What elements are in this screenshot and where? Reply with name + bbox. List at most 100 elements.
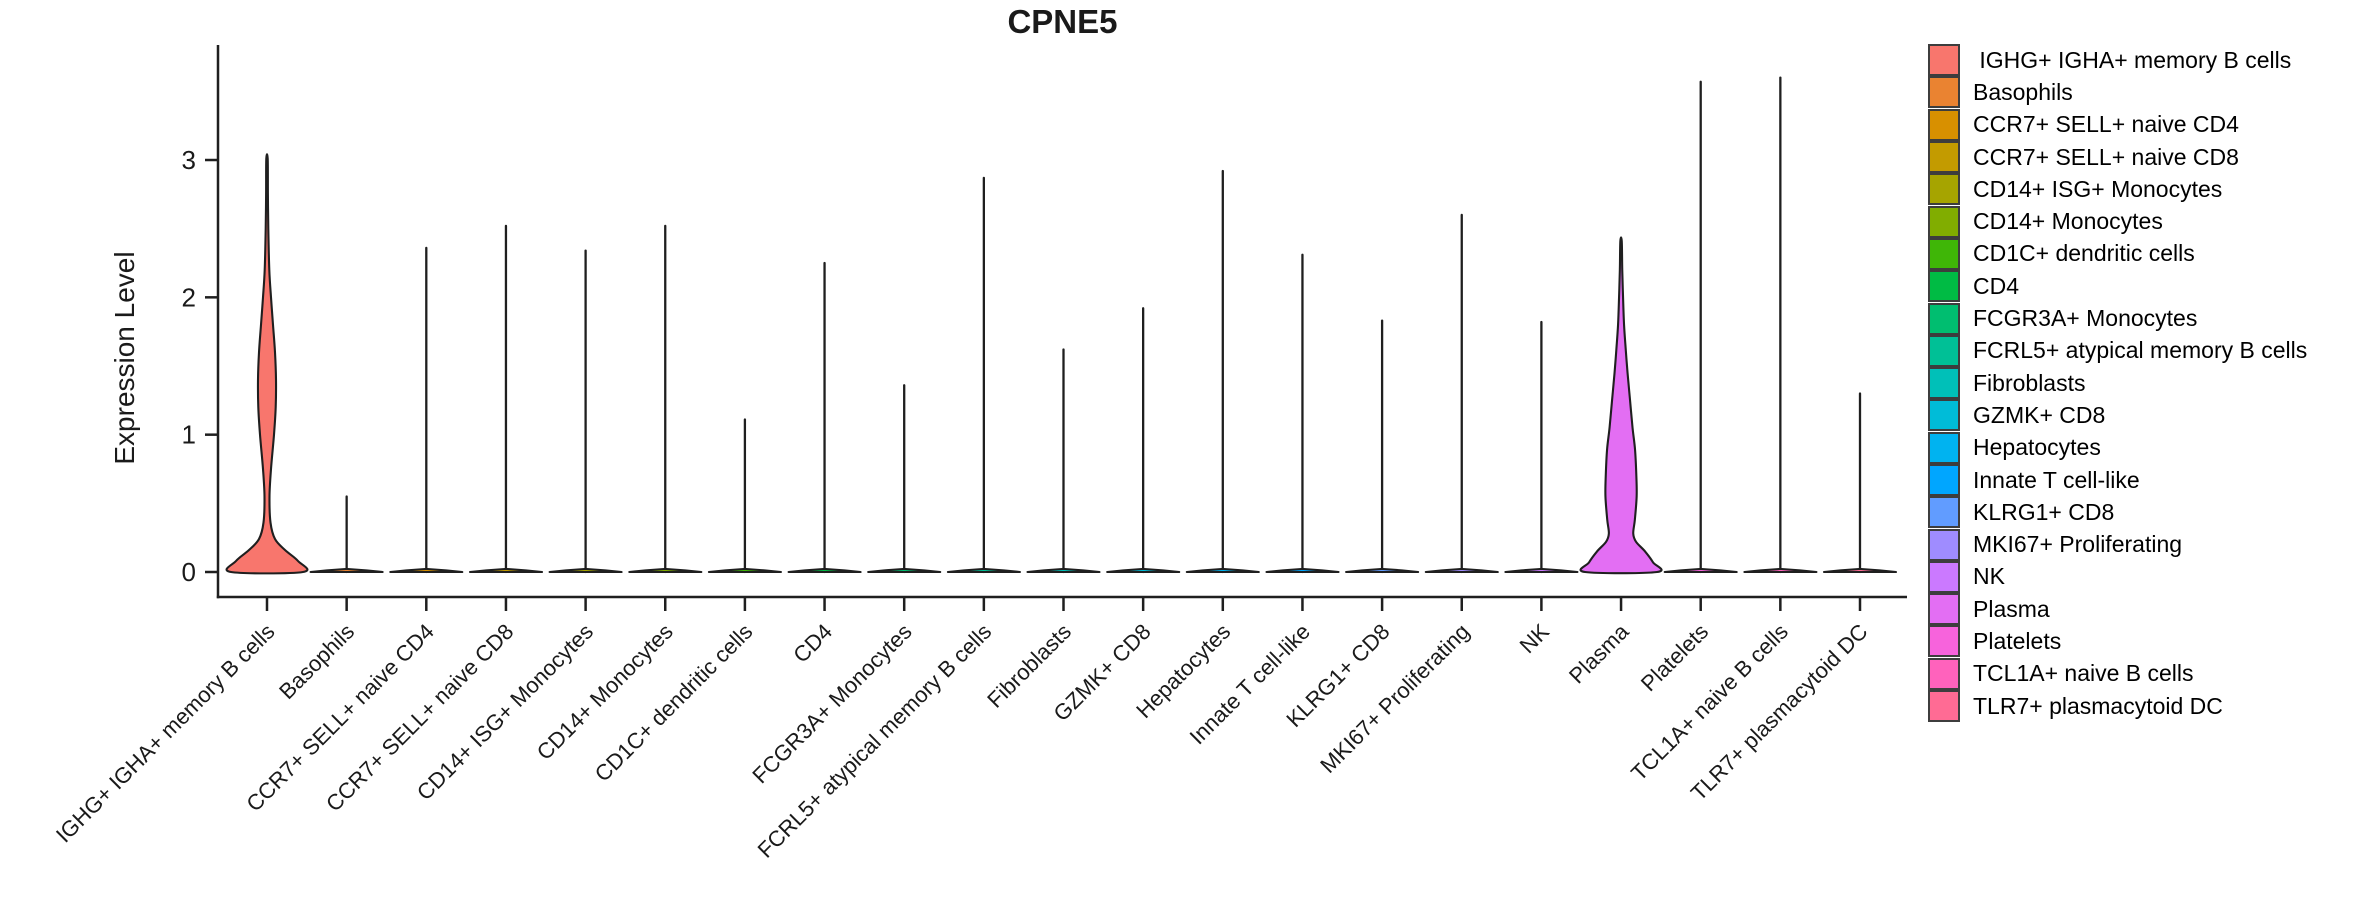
legend-item: CCR7+ SELL+ naive CD8 <box>1928 141 2307 174</box>
violin-body <box>1663 567 1738 574</box>
violin-body <box>787 567 862 574</box>
legend-swatch <box>1928 560 1960 593</box>
legend-item: Basophils <box>1928 76 2307 109</box>
violin-body <box>1504 567 1579 574</box>
legend-swatch <box>1928 108 1960 141</box>
legend-label: KLRG1+ CD8 <box>1973 498 2115 525</box>
x-tick-label: NK <box>1515 619 1555 659</box>
legend-label: Plasma <box>1973 595 2050 622</box>
violin-body <box>1106 567 1181 574</box>
violin-body <box>1345 567 1420 574</box>
legend-label: Basophils <box>1973 78 2073 105</box>
x-tick-label: FCGR3A+ Monocytes <box>747 619 916 788</box>
legend-label: FCRL5+ atypical memory B cells <box>1973 337 2308 364</box>
legend-swatch <box>1928 399 1960 432</box>
violin-body <box>225 153 309 575</box>
violin-body <box>1579 236 1663 575</box>
violin-plot-panel: 0 1 2 3 IGHG+ IGHA+ memory B cells Basophils C… <box>51 3 1907 863</box>
legend-label: TCL1A+ naive B cells <box>1973 660 2194 687</box>
violin-body <box>946 567 1021 574</box>
x-tick-label: Basophils <box>274 619 359 704</box>
violin-body <box>1185 567 1260 574</box>
legend-swatch <box>1928 496 1960 529</box>
legend-item: TLR7+ plasmacytoid DC <box>1928 690 2307 723</box>
y-tick-label: 3 <box>182 145 196 175</box>
legend-label: Fibroblasts <box>1973 369 2086 396</box>
legend-label: NK <box>1973 563 2005 590</box>
legend-swatch <box>1928 270 1960 303</box>
legend-label: FCGR3A+ Monocytes <box>1973 305 2198 332</box>
legend-swatch <box>1928 76 1960 109</box>
x-tick-label: CD4 <box>788 619 837 668</box>
legend-item: NK <box>1928 560 2307 593</box>
legend-label: CD14+ ISG+ Monocytes <box>1973 175 2223 202</box>
violin-body <box>468 567 544 574</box>
x-tick-label: CD14+ Monocytes <box>532 619 678 765</box>
legend-item: KLRG1+ CD8 <box>1928 496 2307 529</box>
violin-body <box>707 567 782 574</box>
violin-body <box>1424 567 1499 574</box>
legend-swatch <box>1928 302 1960 335</box>
legend-item: IGHG+ IGHA+ memory B cells <box>1928 44 2307 77</box>
x-tick-label: CD1C+ dendritic cells <box>590 619 758 787</box>
legend-label: TLR7+ plasmacytoid DC <box>1973 692 2223 719</box>
legend-label: CCR7+ SELL+ naive CD4 <box>1973 111 2239 138</box>
legend-swatch <box>1928 690 1960 723</box>
legend-item: CD4 <box>1928 270 2307 303</box>
legend-label: IGHG+ IGHA+ memory B cells <box>1973 46 2292 73</box>
y-tick-label: 2 <box>182 282 196 312</box>
violin-body <box>1822 567 1898 574</box>
violin-body <box>548 567 623 574</box>
violin-body <box>1265 567 1340 574</box>
y-tick-label: 0 <box>182 557 196 587</box>
legend-item: Fibroblasts <box>1928 367 2307 400</box>
legend-swatch <box>1928 334 1960 367</box>
legend-swatch <box>1928 431 1960 464</box>
legend-swatch <box>1928 528 1960 561</box>
x-tick-label: Platelets <box>1636 619 1713 696</box>
legend-item: Hepatocytes <box>1928 431 2307 464</box>
legend-item: CD14+ Monocytes <box>1928 205 2307 238</box>
legend-swatch <box>1928 44 1960 77</box>
legend-item: GZMK+ CD8 <box>1928 399 2307 432</box>
legend-label: MKI67+ Proliferating <box>1973 531 2183 558</box>
legend-swatch <box>1928 367 1960 400</box>
legend-swatch <box>1928 205 1960 238</box>
legend-label: CCR7+ SELL+ naive CD8 <box>1973 143 2239 170</box>
legend-swatch <box>1928 657 1960 690</box>
violin-body <box>309 567 384 574</box>
chart-title: CPNE5 <box>1007 3 1117 40</box>
legend-label: Platelets <box>1973 627 2062 654</box>
legend-item: Plasma <box>1928 593 2307 626</box>
legend-swatch <box>1928 141 1960 174</box>
violin-body <box>628 567 703 574</box>
legend-swatch <box>1928 625 1960 658</box>
legend-item: FCRL5+ atypical memory B cells <box>1928 334 2308 367</box>
legend-label: CD1C+ dendritic cells <box>1973 240 2195 267</box>
x-tick-label: Plasma <box>1564 618 1634 688</box>
legend-swatch <box>1928 237 1960 270</box>
legend-item: TCL1A+ naive B cells <box>1928 657 2307 690</box>
violin-body <box>1026 567 1101 574</box>
legend-item: MKI67+ Proliferating <box>1928 528 2307 561</box>
y-axis-title: Expression Level <box>109 251 140 464</box>
legend-item: Platelets <box>1928 625 2307 658</box>
legend-label: CD14+ Monocytes <box>1973 208 2163 235</box>
legend-swatch <box>1928 593 1960 626</box>
legend-swatch <box>1928 464 1960 496</box>
legend-label: GZMK+ CD8 <box>1973 401 2106 428</box>
legend: IGHG+ IGHA+ memory B cells Basophils CCR7+… <box>1928 44 2308 723</box>
x-tick-label: MKI67+ Proliferating <box>1315 619 1474 778</box>
legend-label: Innate T cell-like <box>1973 466 2140 493</box>
legend-item: Innate T cell-like <box>1928 464 2307 496</box>
violin-body <box>867 567 942 574</box>
x-tick-label: IGHG+ IGHA+ memory B cells <box>51 619 280 848</box>
legend-swatch <box>1928 173 1960 206</box>
x-tick-label: TCL1A+ naive B cells <box>1626 619 1793 786</box>
legend-item: FCGR3A+ Monocytes <box>1928 302 2307 335</box>
legend-item: CCR7+ SELL+ naive CD4 <box>1928 108 2307 141</box>
legend-item: CD1C+ dendritic cells <box>1928 237 2307 270</box>
legend-label: Hepatocytes <box>1973 434 2101 461</box>
legend-item: CD14+ ISG+ Monocytes <box>1928 173 2307 206</box>
